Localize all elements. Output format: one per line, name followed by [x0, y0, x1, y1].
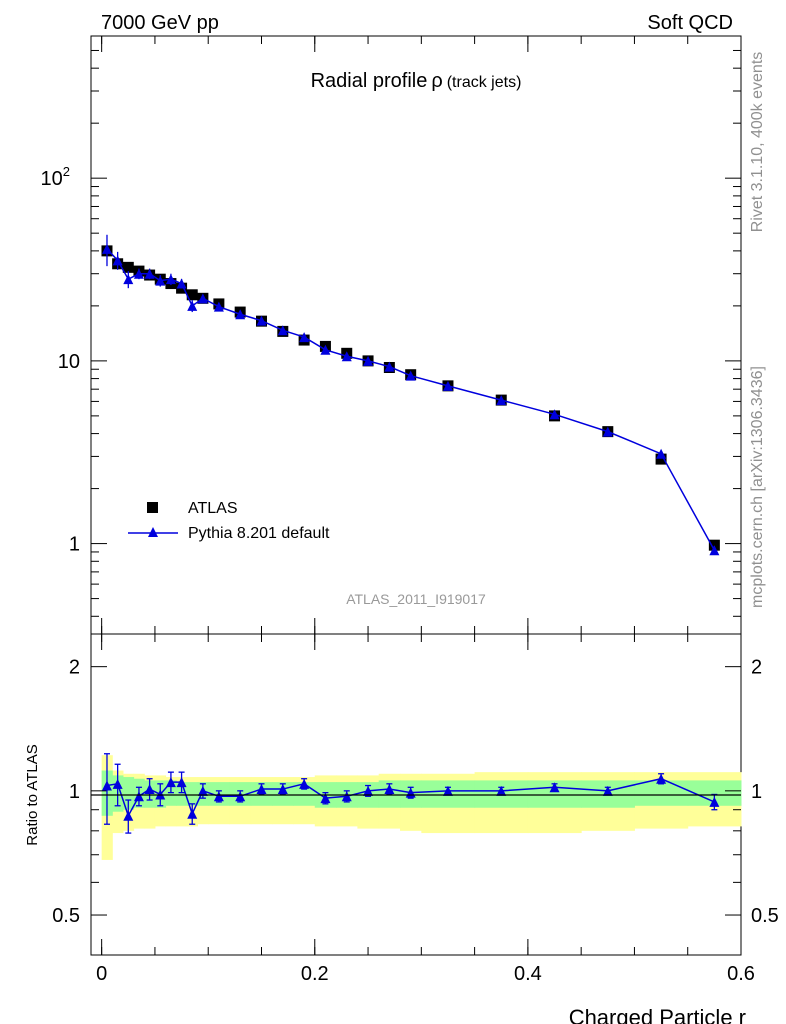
- watermark-label: ATLAS_2011_I919017: [346, 591, 486, 607]
- pythia-data-point: [187, 300, 198, 311]
- y-tick-label: 1: [69, 534, 80, 556]
- pythia-data-point: [101, 243, 112, 254]
- ratio-data-point: [235, 791, 246, 802]
- main-series-layer: [101, 234, 720, 556]
- main-plot-frame: [90, 35, 742, 635]
- main-axis-ticks: 102 10 1: [41, 35, 742, 634]
- side-rivet-text: Rivet 3.1.10, 400k events: [749, 52, 766, 233]
- ratio-y-tick-label: 1: [69, 781, 80, 803]
- plot-title-suffix: (track jets): [447, 74, 522, 91]
- pythia-data-point: [602, 426, 613, 437]
- pythia-data-point: [299, 332, 310, 343]
- ratio-data-point: [112, 778, 123, 789]
- pythia-data-point: [144, 268, 155, 279]
- y-tick-label: 102: [41, 164, 70, 190]
- atlas-data-point: [186, 289, 198, 301]
- pythia-data-point: [155, 275, 166, 286]
- x-tick-label: 0.6: [727, 963, 755, 985]
- pythia-data-point: [112, 255, 123, 266]
- x-tick-label: 0: [96, 963, 107, 985]
- ratio-y-tick-label-right: 0.5: [751, 905, 779, 927]
- pythia-data-point: [256, 315, 267, 326]
- ratio-y-tick-label: 2: [69, 657, 80, 679]
- pythia-data-point: [123, 274, 134, 285]
- pythia-data-point: [442, 380, 453, 391]
- pythia-data-point: [277, 325, 288, 336]
- side-mcplots-text: mcplots.cern.ch [arXiv:1306.3436]: [749, 366, 766, 608]
- legend-atlas-label: ATLAS: [188, 500, 238, 517]
- ratio-y-tick-label: 0.5: [52, 905, 80, 927]
- header-right: Soft QCD: [647, 12, 733, 34]
- plot-title: Radial profile ρ (track jets): [311, 70, 522, 92]
- pythia-data-point: [709, 545, 720, 556]
- pythia-data-point: [197, 293, 208, 304]
- plot-title-symbol: ρ: [431, 70, 442, 92]
- pythia-data-point: [235, 309, 246, 320]
- legend-pythia-marker: [148, 527, 158, 537]
- pythia-data-point: [133, 268, 144, 279]
- header-left: 7000 GeV pp: [101, 12, 219, 34]
- ratio-y-axis-label: Ratio to ATLAS: [24, 744, 41, 845]
- ratio-data-point: [299, 778, 310, 789]
- ratio-data-point: [213, 791, 224, 802]
- ratio-data-point: [363, 785, 374, 796]
- ratio-data-point: [442, 785, 453, 796]
- x-axis-label: Charged Particle r: [569, 1005, 746, 1024]
- pythia-data-point: [656, 448, 667, 459]
- ratio-data-point: [384, 784, 395, 795]
- legend-atlas-marker: [147, 502, 158, 513]
- ratio-band-green: [186, 782, 199, 806]
- ratio-band-green: [122, 777, 135, 810]
- ratio-data-point: [656, 773, 667, 784]
- pythia-data-point: [363, 355, 374, 366]
- pythia-data-point: [165, 274, 176, 285]
- pythia-data-point: [341, 351, 352, 362]
- pythia-data-point: [549, 409, 560, 420]
- atlas-data-point: [655, 453, 667, 465]
- ratio-data-point: [144, 784, 155, 795]
- ratio-series-layer: [101, 753, 720, 834]
- ratio-data-point: [709, 796, 720, 807]
- ratio-data-point: [496, 785, 507, 796]
- pythia-data-point: [213, 301, 224, 312]
- pythia-data-point: [405, 370, 416, 381]
- ratio-data-point: [197, 785, 208, 796]
- legend-pythia-label: Pythia 8.201 default: [188, 525, 330, 542]
- plot-title-main: Radial profile: [311, 70, 428, 92]
- ratio-data-point: [320, 793, 331, 804]
- pythia-data-point: [384, 361, 395, 372]
- ratio-data-point: [176, 777, 187, 788]
- x-tick-label: 0.2: [301, 963, 329, 985]
- ratio-data-point: [277, 784, 288, 795]
- ratio-data-point: [341, 791, 352, 802]
- ratio-axis-ticks: 0.5 0.5 1 1 2 2 0 0.2 0.4 0.6: [52, 634, 779, 985]
- y-tick-label: 10: [58, 351, 80, 373]
- ratio-data-point: [133, 791, 144, 802]
- pythia-data-point: [176, 278, 187, 289]
- ratio-data-point: [187, 808, 198, 819]
- ratio-data-point: [256, 784, 267, 795]
- x-tick-label: 0.4: [514, 963, 542, 985]
- ratio-data-point: [123, 810, 134, 821]
- ratio-data-point: [602, 785, 613, 796]
- ratio-data-point: [101, 780, 112, 791]
- pythia-data-point: [320, 344, 331, 355]
- y-tick-exponent: 2: [63, 164, 70, 179]
- ratio-y-tick-label-right: 2: [751, 657, 762, 679]
- legend: ATLAS Pythia 8.201 default: [128, 500, 330, 542]
- ratio-band-green: [176, 782, 188, 806]
- pythia-data-point: [496, 395, 507, 406]
- ratio-y-tick-label-right: 1: [751, 781, 762, 803]
- atlas-data-point: [122, 261, 134, 273]
- ratio-uncertainty-bands: [101, 755, 742, 860]
- ratio-data-point: [549, 782, 560, 793]
- ratio-band-green: [634, 780, 689, 806]
- ratio-data-point: [165, 777, 176, 788]
- atlas-data-point: [708, 539, 720, 551]
